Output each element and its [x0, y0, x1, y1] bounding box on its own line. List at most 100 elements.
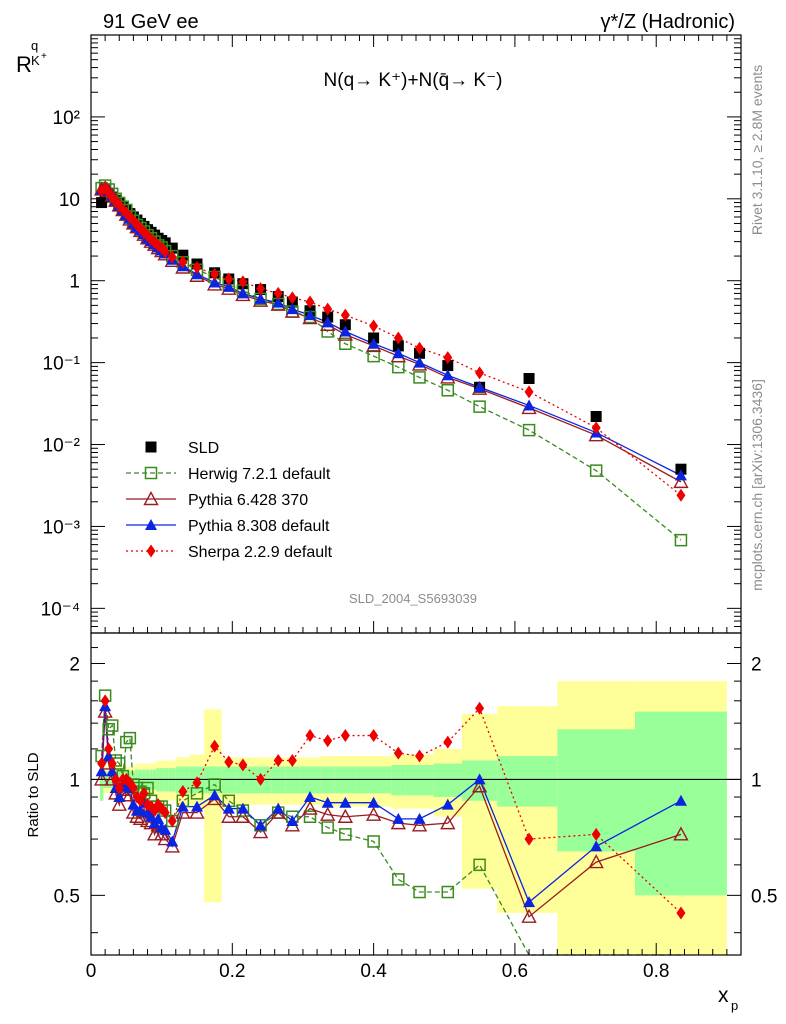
sherpa-2-2-9-default-ratio-point [256, 772, 266, 786]
pythia-6-428-370-ratio-point [337, 808, 354, 823]
x-tick-label: 0 [86, 961, 97, 982]
sherpa-2-2-9-default-main-point [591, 421, 601, 435]
sherpa-2-2-9-default-ratio-point [287, 753, 297, 767]
y-axis-ratio-title: Ratio to SLD [25, 752, 42, 837]
main-series-lines [101, 184, 682, 541]
sherpa-2-2-9-default-main-point [192, 261, 202, 275]
x-tick-label: 0.2 [219, 961, 245, 982]
herwig-7-2-1-default-main-point [413, 371, 426, 384]
sherpa-2-2-9-default-main-point [256, 282, 266, 296]
pythia-8-308-default-main-point [222, 280, 235, 292]
analysis-watermark: SLD_2004_S5693039 [349, 591, 477, 606]
pythia-8-308-default-ratio-point [95, 765, 108, 777]
sherpa-2-2-9-default-ratio-point [323, 734, 333, 748]
herwig-7-2-1-default-ratio-point [123, 731, 137, 745]
ratio-band-inner [433, 763, 462, 798]
herwig-7-2-1-default-main-point [522, 423, 536, 437]
pythia-8-308-default-ratio-point [222, 802, 235, 814]
x-axis-title: x p [718, 984, 738, 1013]
header-left-label: 91 GeV ee [103, 11, 199, 33]
sherpa-2-2-9-default-ratio-point [114, 781, 124, 795]
sherpa-2-2-9-default-main-point [224, 272, 234, 286]
y-axis-main-base: R [16, 52, 32, 77]
sherpa-2-2-9-default-ratio-point [97, 756, 107, 770]
sherpa-2-2-9-default-main-point [167, 250, 177, 264]
x-tick-label: 0.6 [502, 961, 528, 982]
herwig-7-2-1-default-ratio-line [100, 695, 681, 956]
herwig-7-2-1-default-main-point [674, 533, 688, 547]
sherpa-2-2-9-default-ratio-point [305, 729, 315, 743]
sld-main-point [392, 340, 404, 352]
pythia-8-308-default-main-point [392, 347, 405, 359]
sherpa-2-2-9-default-main-point [178, 255, 188, 269]
sld-legend-label: SLD [188, 440, 219, 457]
herwig-7-2-1-default-main-line [101, 184, 682, 541]
pythia-8-308-default-main-point [286, 303, 299, 315]
pythia-8-308-default-ratio-point [674, 794, 687, 806]
y-ratio-tick-label: 0.5 [54, 886, 80, 907]
pythia-8-308-default-ratio-point [190, 800, 203, 812]
pythia-6-428-370-ratio-point [111, 796, 127, 811]
sherpa-2-2-9-default-ratio-point [591, 827, 601, 841]
pythia-6-428-370-ratio-point [673, 826, 689, 841]
herwig-7-2-1-default-legend-label: Herwig 7.2.1 default [188, 466, 331, 483]
sherpa-2-2-9-default-ratio-point [238, 758, 248, 772]
pythia-6-428-370-ratio-point [129, 808, 145, 823]
pythia-8-308-default-ratio-point [106, 765, 119, 777]
pythia-8-308-default-main-point [272, 296, 285, 308]
sld-main-point [523, 373, 535, 385]
pythia-8-308-default-ratio-point [166, 835, 179, 847]
pythia-8-308-default-ratio-point [413, 812, 426, 824]
pythia-8-308-default-ratio-point [392, 812, 405, 824]
sherpa-2-2-9-default-ratio-point [273, 753, 283, 767]
sherpa-2-2-9-default-ratio-point [192, 776, 202, 790]
pythia-8-308-default-main-point [441, 369, 454, 381]
pythia-8-308-default-main-point [304, 309, 317, 321]
y-ratio-tick-label-right: 1 [751, 770, 762, 791]
herwig-7-2-1-default-main-point [339, 337, 352, 350]
sherpa-2-2-9-default-main-point [393, 331, 403, 345]
sherpa-2-2-9-default-ratio-point [128, 781, 138, 795]
herwig-7-2-1-default-ratio-point [392, 873, 405, 886]
sherpa-2-2-9-default-ratio-point [475, 701, 485, 715]
sherpa-2-2-9-default-ratio-point [524, 832, 534, 846]
sherpa-2-2-9-default-ratio-point [676, 906, 686, 920]
pythia-6-428-370-ratio-point [411, 817, 428, 832]
pythia-8-308-default-ratio-point [134, 804, 147, 816]
pythia-8-308-default-ratio-point [590, 840, 603, 852]
sherpa-2-2-9-default-main-point [443, 351, 453, 365]
axis-ticks: 0 0.2 0.4 0.6 0.8 10⁻⁴ 10⁻³ 10⁻² 10⁻¹ 1 10 10² 0.5 0.… [41, 35, 777, 982]
pythia-6-428-370-ratio-point [132, 810, 149, 826]
sherpa-2-2-9-default-main-point [415, 341, 425, 355]
sld-main-point [159, 237, 171, 249]
y-axis-main-sub-sup: + [41, 51, 47, 62]
sld-main-point [96, 197, 108, 209]
sherpa-2-2-9-default-main-point [160, 245, 170, 259]
pythia-6-428-370-ratio-point [252, 824, 269, 839]
pythia-6-428-370-ratio-point [157, 831, 173, 846]
sherpa-2-2-9-default-ratio-point [443, 735, 453, 749]
pythia-8-308-default-ratio-point [286, 814, 299, 826]
sherpa-2-2-9-default-legend-marker [146, 544, 156, 558]
sherpa-2-2-9-default-main-point [369, 319, 379, 333]
pythia-6-428-370-ratio-point [302, 800, 318, 815]
sherpa-2-2-9-default-legend-label: Sherpa 2.2.9 default [188, 544, 333, 561]
main-series-markers [93, 179, 689, 547]
sherpa-2-2-9-default-ratio-point [415, 749, 425, 763]
y-axis-main-title: R q K + [16, 38, 47, 77]
x-axis-base: x [718, 984, 729, 1007]
sherpa-2-2-9-default-ratio-point [210, 739, 220, 753]
ratio-band-outer [204, 709, 222, 903]
pythia-6-428-370-legend-label: Pythia 6.428 370 [188, 492, 308, 509]
herwig-7-2-1-default-ratio-point [105, 719, 119, 732]
herwig-7-2-1-default-main-point [473, 400, 486, 413]
y-main-tick-label: 10² [53, 108, 80, 129]
sherpa-2-2-9-default-main-point [323, 302, 333, 316]
pythia-6-428-370-ratio-point [588, 854, 604, 869]
herwig-7-2-1-default-ratio-point [120, 735, 133, 749]
pythia-8-308-default-ratio-point [441, 798, 454, 810]
y-ratio-tick-label: 2 [69, 654, 80, 675]
pythia-8-308-default-legend-marker [145, 519, 157, 530]
sld-legend-marker [145, 441, 157, 453]
